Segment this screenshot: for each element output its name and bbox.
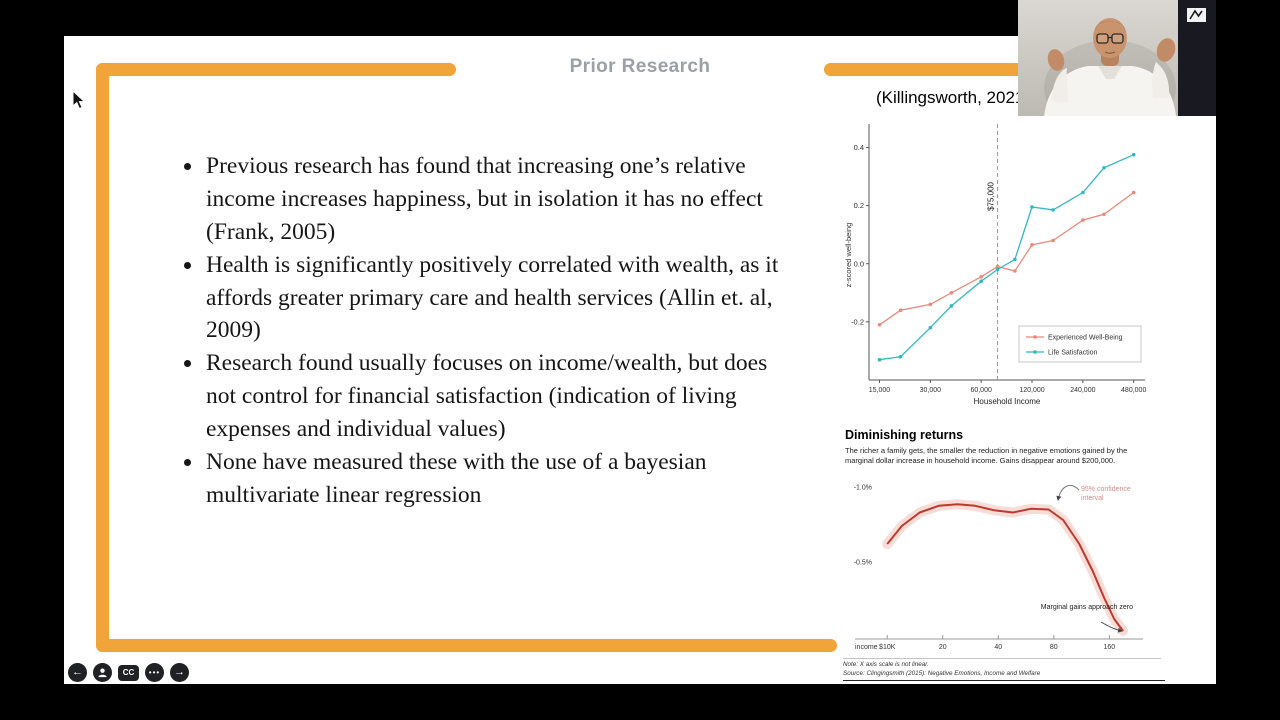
shirt-collar (1098, 66, 1122, 79)
figure-bottom-rule (843, 680, 1165, 681)
captions-button[interactable]: CC (118, 664, 139, 681)
chart-subtitle: The richer a family gets, the smaller th… (845, 446, 1128, 465)
presenter-right-arm (1152, 62, 1170, 98)
cc-label: CC (122, 667, 135, 677)
mouse-cursor (72, 90, 86, 110)
marginal-gains-annotation: Marginal gains approach zero (1040, 604, 1133, 611)
window-logo (1187, 8, 1206, 22)
presenter-video (1018, 0, 1216, 116)
svg-text:0.2: 0.2 (854, 201, 864, 210)
svg-text:-0.2: -0.2 (851, 317, 864, 326)
series-line (879, 154, 1134, 361)
back-button[interactable]: ← (68, 663, 87, 682)
legend-box (1018, 325, 1142, 363)
bullet-item: Previous research has found that increas… (204, 150, 790, 249)
series-line (879, 191, 1135, 326)
refline-label: $75,000 (987, 181, 996, 210)
chart-source: Source: Clingingsmith (2015): Negative E… (843, 669, 1041, 677)
negative-emotions-line (886, 503, 1124, 632)
webcam-overlay (1018, 0, 1216, 116)
more-options-button[interactable]: ••• (145, 663, 164, 682)
svg-text:-0.5%: -0.5% (854, 560, 872, 567)
svg-text:240,000: 240,000 (1070, 387, 1095, 394)
confidence-interval-annotation: 95% confidence interval (1081, 486, 1131, 502)
frame-bar-left (96, 63, 109, 652)
bullet-text-block: Previous research has found that increas… (160, 150, 790, 512)
presenter-shirt (1044, 66, 1176, 116)
forward-arrow-icon: → (174, 666, 185, 678)
y-axis-label: z-scored well-being (844, 223, 853, 288)
svg-text:120,000: 120,000 (1019, 387, 1044, 394)
presenter-glasses-left (1096, 33, 1109, 44)
presenter-controls: ← CC ••• → (68, 663, 189, 682)
svg-text:15,000: 15,000 (869, 387, 891, 394)
frame-bar-bottom (96, 639, 837, 652)
logo-mark (1189, 9, 1203, 20)
presenter-glasses-right (1111, 33, 1124, 44)
svg-text:480,000: 480,000 (1121, 387, 1146, 394)
citation-text: (Killingsworth, 2021) (876, 88, 1031, 107)
bullet-list: Previous research has found that increas… (160, 150, 790, 512)
presenter-right-hand (1156, 38, 1176, 62)
frame-bar-top-left (96, 63, 456, 76)
presentation-slide: Prior Research Previous research has fou… (64, 36, 1216, 684)
legend-label: Experienced Well-Being (1048, 335, 1123, 342)
svg-text:160: 160 (1103, 644, 1115, 651)
bullet-item: None have measured these with the use of… (204, 446, 790, 512)
ci-annotation-arrow (1056, 485, 1080, 501)
wellbeing-income-chart: 0.4 0.2 0.0 -0.2 15,000 30,000 60,000 120,000 24… (843, 118, 1165, 424)
diminishing-returns-chart-svg: -1.0% -0.5% $10K 20 40 80 160 income (854, 485, 1143, 651)
x-axis-prefix: income (855, 644, 878, 651)
svg-text:40: 40 (994, 644, 1002, 651)
svg-text:20: 20 (939, 644, 947, 651)
presenter-mouth (1104, 51, 1116, 54)
chart-title: Diminishing returns (845, 428, 964, 442)
person-button[interactable] (93, 663, 112, 682)
svg-text:0.4: 0.4 (854, 143, 864, 152)
svg-text:$10K: $10K (879, 644, 896, 651)
svg-text:-1.0%: -1.0% (854, 485, 872, 492)
marginal-annotation-arrow (1100, 621, 1123, 633)
svg-text:60,000: 60,000 (970, 387, 992, 394)
page-title: Prior Research (569, 56, 711, 77)
back-arrow-icon: ← (72, 666, 83, 678)
svg-text:30,000: 30,000 (920, 387, 942, 394)
svg-text:80: 80 (1050, 644, 1058, 651)
wellbeing-income-chart-svg: 0.4 0.2 0.0 -0.2 15,000 30,000 60,000 120,000 24… (844, 124, 1146, 406)
bullet-item: Health is significantly positively corre… (204, 249, 790, 348)
diminishing-returns-chart: Diminishing returns The richer a family … (843, 428, 1165, 684)
chart-footnotes: Note: X axis scale is not linear. Source… (843, 658, 1161, 679)
chart-note: Note: X axis scale is not linear. (843, 661, 929, 668)
bullet-item: Research found usually focuses on income… (204, 347, 790, 446)
legend-label: Life Satisfaction (1048, 350, 1098, 357)
forward-button[interactable]: → (170, 663, 189, 682)
person-icon (98, 668, 107, 678)
x-axis-label: Household Income (974, 397, 1041, 406)
more-options-icon: ••• (148, 667, 161, 677)
presenter-left-arm (1052, 68, 1068, 102)
presenter-left-hand (1047, 49, 1065, 71)
svg-text:0.0: 0.0 (854, 259, 864, 268)
